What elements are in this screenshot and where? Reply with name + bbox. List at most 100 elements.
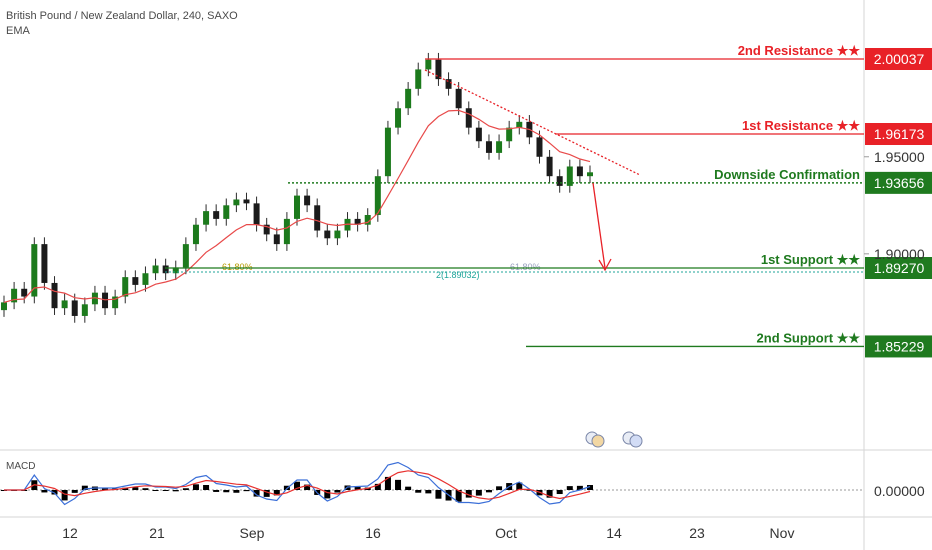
candle xyxy=(102,292,109,309)
macd-histogram-bar xyxy=(122,487,129,490)
price-tick-label: 1.90000 xyxy=(874,246,925,262)
candle xyxy=(506,127,513,142)
macd-histogram-bar xyxy=(102,487,109,490)
level-label-sup2: 2nd Support ★★ xyxy=(757,330,861,345)
candle xyxy=(294,195,300,219)
macd-histogram-bar xyxy=(253,490,260,497)
downtrend-line xyxy=(424,69,641,176)
candle xyxy=(243,199,250,204)
candle xyxy=(485,141,492,153)
candle xyxy=(122,277,129,297)
candle xyxy=(172,267,179,274)
candle xyxy=(142,273,149,285)
macd-histogram-bar xyxy=(294,481,300,490)
macd-histogram-bar xyxy=(192,484,199,490)
candle xyxy=(192,224,199,245)
macd-histogram-bar xyxy=(556,490,563,495)
macd-histogram-bar xyxy=(425,490,432,494)
price-box-sup2 xyxy=(865,335,932,358)
macd-histogram-bar xyxy=(41,490,48,493)
candle xyxy=(61,300,68,309)
candle xyxy=(203,211,210,225)
fib-label-left: 61.80% xyxy=(222,262,253,272)
candle xyxy=(546,156,553,177)
macd-histogram-bar xyxy=(566,486,573,490)
macd-histogram-bar xyxy=(223,490,230,493)
macd-histogram-bar xyxy=(465,490,472,498)
macd-histogram-bar xyxy=(576,485,583,490)
candle xyxy=(344,218,351,231)
time-tick-label: 12 xyxy=(62,525,78,541)
candle xyxy=(71,300,78,316)
macd-histogram-bar xyxy=(304,484,311,490)
fib-label-mid: 2(1.89032) xyxy=(436,270,480,280)
macd-histogram-bar xyxy=(273,490,280,496)
macd-histogram-bar xyxy=(172,490,179,492)
macd-histogram-bar xyxy=(516,482,523,490)
macd-pane: 0.00000 xyxy=(0,461,925,506)
time-tick-label: 23 xyxy=(689,525,705,541)
indicator-label: EMA xyxy=(6,25,30,37)
candle xyxy=(587,172,593,177)
candle xyxy=(112,296,119,309)
candle xyxy=(324,230,331,239)
candle xyxy=(415,69,422,89)
price-text-res2: 2.00037 xyxy=(874,51,925,67)
time-axis: 12 21 Sep 16 Oct 14 23 Nov xyxy=(62,525,794,541)
price-box-res1 xyxy=(865,123,932,146)
macd-histogram-bar xyxy=(71,490,78,493)
level-label-conf: Downside Confirmation xyxy=(714,167,860,182)
price-tick-label: 1.95000 xyxy=(874,149,925,165)
macd-label: MACD xyxy=(6,461,36,472)
candle xyxy=(435,59,442,80)
candle xyxy=(354,218,361,225)
time-tick-label: Oct xyxy=(495,525,517,541)
macd-histogram-bar xyxy=(243,490,250,492)
macd-histogram-bar xyxy=(415,490,422,493)
macd-histogram-bar xyxy=(152,490,159,491)
macd-histogram-bar xyxy=(496,486,503,490)
macd-histogram-bar xyxy=(81,485,88,490)
price-box-sup1 xyxy=(865,257,932,279)
chart-title: British Pound / New Zealand Dollar, 240,… xyxy=(6,10,238,22)
candle xyxy=(91,292,98,305)
macd-histogram-bar xyxy=(526,489,533,491)
macd-signal-line xyxy=(4,470,591,500)
fib-lines: 61.80% 2(1.89032) 61.80% xyxy=(165,262,864,280)
candle xyxy=(374,176,381,216)
macd-histogram-bar xyxy=(142,488,149,490)
event-icons[interactable] xyxy=(585,431,643,448)
macd-histogram-bar xyxy=(384,476,391,490)
macd-histogram-bar xyxy=(455,490,462,502)
candle xyxy=(445,79,452,89)
macd-histogram-bar xyxy=(263,490,270,497)
macd-histogram-bar xyxy=(182,488,189,490)
candle xyxy=(536,137,543,157)
macd-histogram-bar xyxy=(435,490,442,499)
macd-histogram-bar xyxy=(132,487,139,490)
candle xyxy=(334,230,341,239)
macd-histogram-bar xyxy=(324,490,331,499)
macd-histogram-bar xyxy=(162,490,169,491)
candle xyxy=(304,195,311,206)
level-lines: 2nd Resistance ★★ 2.00037 1st Resistance ★… xyxy=(165,43,932,358)
macd-histogram-bar xyxy=(374,483,381,490)
candle xyxy=(11,288,18,303)
macd-histogram-bar xyxy=(546,490,553,498)
level-label-res2: 2nd Resistance ★★ xyxy=(738,43,861,58)
candle xyxy=(132,277,139,285)
fib-label-right: 61.80% xyxy=(510,262,541,272)
candle xyxy=(455,88,462,109)
macd-axis-label: 0.00000 xyxy=(874,483,925,499)
price-box-res2 xyxy=(865,48,932,70)
candle xyxy=(465,108,472,128)
candle xyxy=(566,166,573,186)
time-tick-label: Nov xyxy=(770,525,795,541)
macd-histogram-bar xyxy=(587,485,593,490)
candle xyxy=(81,304,88,316)
candle xyxy=(21,288,28,297)
time-tick-label: Sep xyxy=(240,525,265,541)
candle xyxy=(384,127,391,177)
